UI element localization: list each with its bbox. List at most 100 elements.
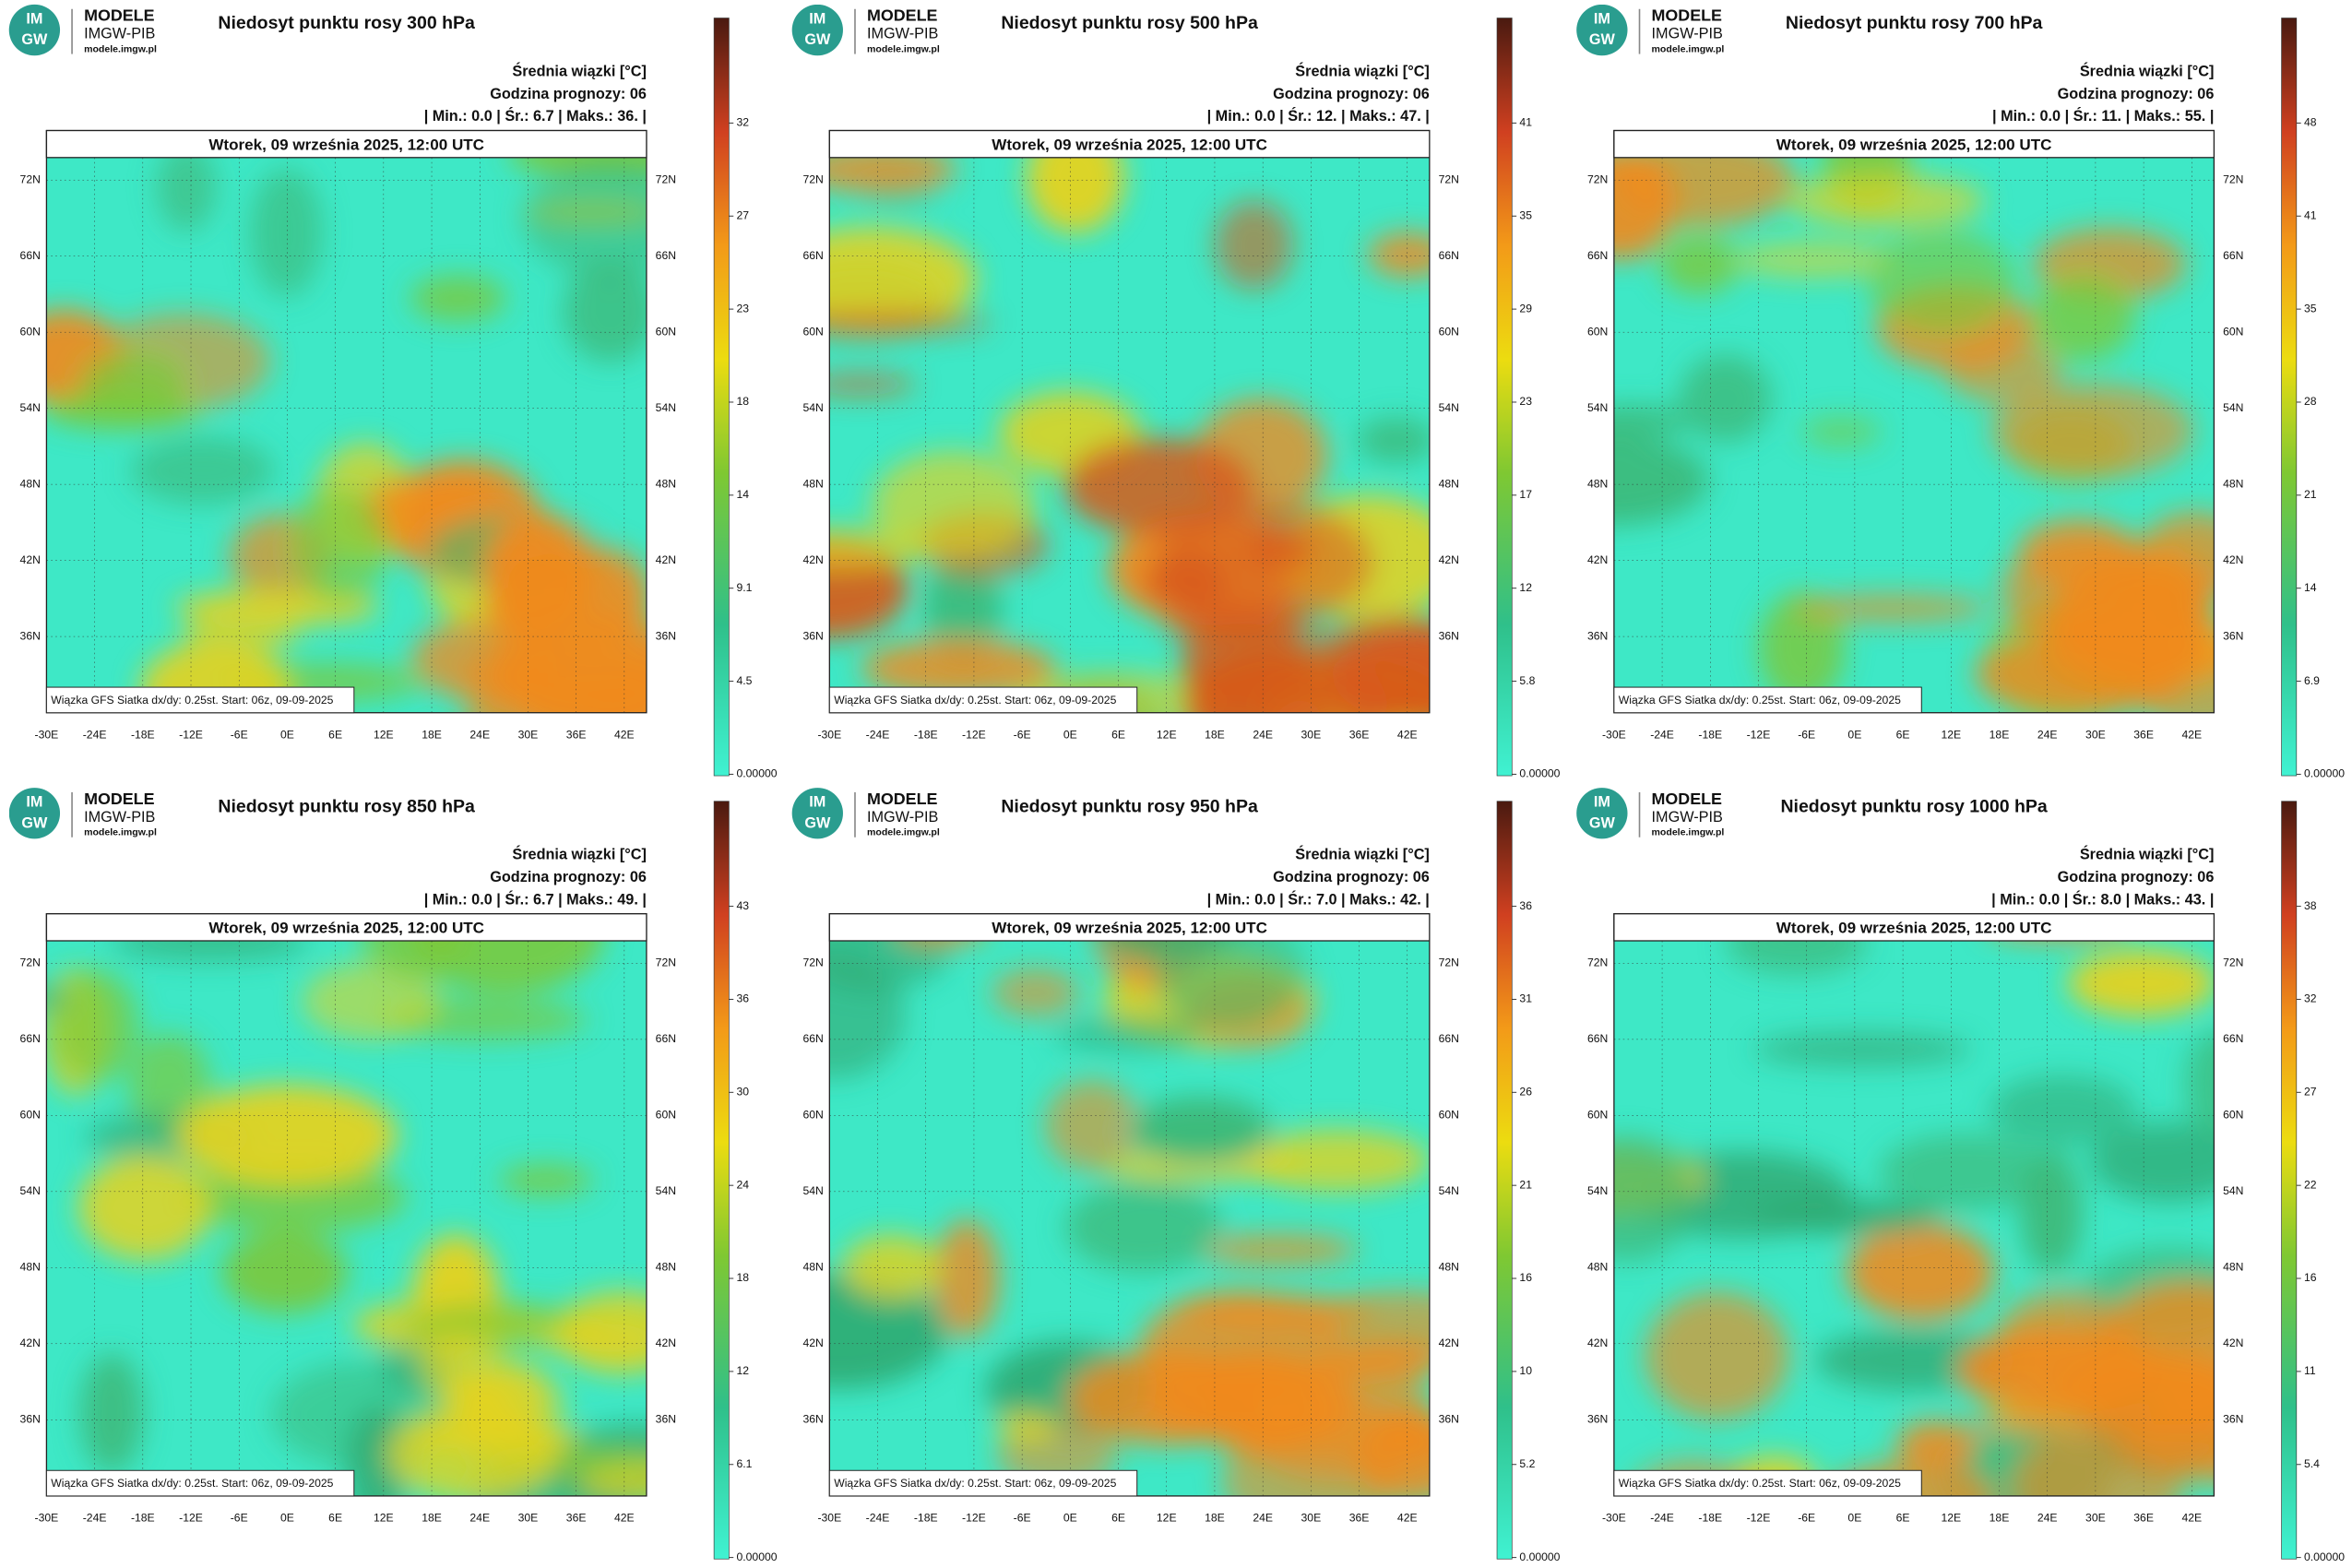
field-blob <box>991 968 1080 1017</box>
lon-label: 12E <box>374 728 394 741</box>
logo-mark: GW <box>21 814 48 831</box>
stats: | Min.: 0.0 | Śr.: 12. | Maks.: 47. | <box>1207 107 1430 125</box>
logo-mark: IM <box>809 794 826 811</box>
lon-label: -30E <box>35 728 59 741</box>
logo-url: modele.imgw.pl <box>84 827 157 838</box>
lat-label: 42N <box>20 553 41 566</box>
forecast-hour: Godzina prognozy: 06 <box>490 86 647 102</box>
lat-label: 54N <box>2223 1184 2243 1197</box>
lat-label: 66N <box>2223 249 2243 262</box>
lat-label: 66N <box>802 1032 823 1045</box>
lat-label: 48N <box>1439 1261 1459 1274</box>
lon-label: -24E <box>866 728 890 741</box>
lat-label: 72N <box>802 172 823 185</box>
forecast-hour: Godzina prognozy: 06 <box>2058 86 2215 102</box>
field-blob <box>829 226 977 333</box>
lat-label: 60N <box>802 1109 823 1122</box>
colorbar-label: 0.00000 <box>737 767 778 780</box>
lat-label: 48N <box>1439 477 1459 490</box>
forecast-hour: Godzina prognozy: 06 <box>1273 869 1430 885</box>
lat-label: 66N <box>2223 1032 2243 1045</box>
lat-label: 72N <box>2223 956 2243 969</box>
lat-label: 60N <box>1587 325 1608 338</box>
logo-title: MODELE <box>84 6 155 25</box>
footer: Wiązka GFS Siatka dx/dy: 0.25st. Start: … <box>1619 694 1901 707</box>
lon-label: -18E <box>131 728 155 741</box>
lat-label: 66N <box>656 249 676 262</box>
colorbar <box>2281 18 2298 777</box>
lon-label: 12E <box>1941 728 1961 741</box>
logo-title: MODELE <box>1652 6 1723 25</box>
lat-label: 42N <box>656 553 676 566</box>
field-blob <box>176 1085 398 1187</box>
lat-label: 54N <box>20 1184 41 1197</box>
colorbar-label: 41 <box>1519 116 1532 129</box>
colorbar-label: 32 <box>2304 992 2317 1005</box>
field-blob <box>933 1218 1000 1337</box>
colorbar-label: 43 <box>737 899 750 912</box>
lat-label: 72N <box>656 956 676 969</box>
field-blob <box>1356 417 1430 464</box>
logo-mark: IM <box>1594 10 1610 27</box>
field-blob <box>78 1155 212 1260</box>
lon-label: -6E <box>1014 1512 1031 1525</box>
logo-mark: GW <box>1589 31 1616 48</box>
lon-label: -18E <box>1698 728 1722 741</box>
colorbar-label: 12 <box>737 1364 750 1377</box>
colorbar-label: 5.2 <box>1519 1457 1535 1470</box>
colorbar-label: 16 <box>1519 1271 1532 1284</box>
lon-label: -6E <box>1798 728 1815 741</box>
map-blobs <box>1613 157 2215 713</box>
lat-label: 66N <box>1587 249 1608 262</box>
lat-label: 72N <box>656 172 676 185</box>
lat-label: 36N <box>1587 1412 1608 1425</box>
lat-label: 54N <box>20 401 41 414</box>
lat-label: 54N <box>1587 1184 1608 1197</box>
field-blob <box>46 983 68 1012</box>
field-blob <box>127 1033 211 1137</box>
lon-label: 0E <box>1063 728 1077 741</box>
field-blob <box>829 157 957 194</box>
lon-label: 36E <box>2133 1512 2154 1525</box>
lat-label: 72N <box>20 956 41 969</box>
date: Wtorek, 09 września 2025, 12:00 UTC <box>992 919 1267 936</box>
lon-label: -24E <box>83 728 107 741</box>
field-blob <box>1793 593 1990 623</box>
colorbar-label: 5.8 <box>1519 674 1535 687</box>
lon-label: -6E <box>231 1512 248 1525</box>
logo-title: MODELE <box>867 6 938 25</box>
field-blob <box>1153 941 1307 1034</box>
colorbar-label: 27 <box>2304 1086 2317 1099</box>
lat-label: 72N <box>2223 172 2243 185</box>
lon-label: -6E <box>1798 1512 1815 1525</box>
panel-title: Niedosyt punktu rosy 1000 hPa <box>1780 796 2047 816</box>
colorbar-label: 48 <box>2304 116 2317 129</box>
field-blob <box>1990 1075 2137 1147</box>
lat-label: 66N <box>20 1032 41 1045</box>
footer-box <box>45 1469 355 1497</box>
field-blob <box>2032 272 2135 362</box>
colorbar-label: 27 <box>737 208 750 221</box>
lat-label: 54N <box>1439 1184 1459 1197</box>
footer: Wiązka GFS Siatka dx/dy: 0.25st. Start: … <box>1619 1477 1901 1490</box>
forecast-hour: Godzina prognozy: 06 <box>1273 86 1430 102</box>
forecast-hour: Godzina prognozy: 06 <box>490 869 647 885</box>
logo-title: MODELE <box>1652 790 1723 808</box>
lon-label: -12E <box>1747 728 1771 741</box>
lon-label: 0E <box>280 1512 294 1525</box>
lat-label: 48N <box>656 477 676 490</box>
colorbar-label: 26 <box>1519 1086 1532 1099</box>
date: Wtorek, 09 września 2025, 12:00 UTC <box>992 136 1267 153</box>
lat-label: 60N <box>656 325 676 338</box>
colorbar <box>1496 18 1513 777</box>
logo-circle <box>1576 788 1628 839</box>
field-blob <box>111 941 310 961</box>
colorbar-label: 21 <box>1519 1178 1532 1191</box>
lat-label: 48N <box>802 1261 823 1274</box>
lat-label: 54N <box>2223 401 2243 414</box>
lat-label: 42N <box>2223 553 2243 566</box>
field-blob <box>1052 1016 1201 1052</box>
